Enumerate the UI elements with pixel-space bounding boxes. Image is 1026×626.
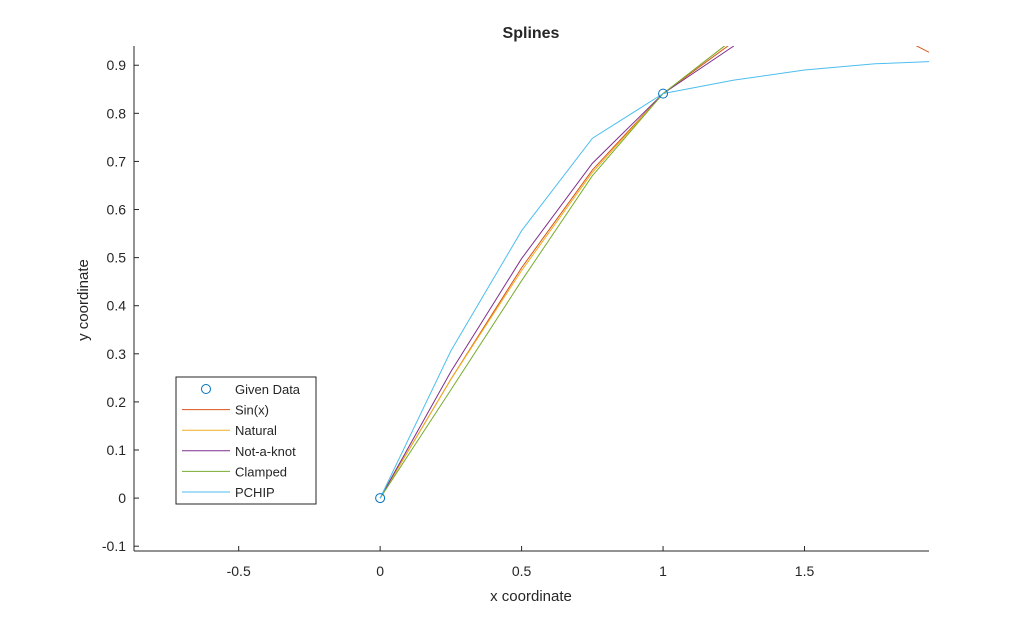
series-line-clamped bbox=[379, 46, 726, 499]
series-layer bbox=[379, 46, 929, 499]
legend-label: Natural bbox=[235, 423, 277, 438]
y-tick-label: 0.8 bbox=[107, 105, 127, 121]
y-tick-label: 0.6 bbox=[107, 202, 127, 218]
y-tick-label: 0.4 bbox=[107, 298, 127, 314]
y-tick-label: 0.5 bbox=[107, 250, 127, 266]
legend-box bbox=[175, 376, 317, 505]
legend-marker-given-data bbox=[201, 384, 211, 394]
x-axis-title: x coordinate bbox=[490, 588, 572, 605]
legend-label: Sin(x) bbox=[235, 403, 269, 418]
legend: Given Data Sin(x) Natural Not-a-knot Clamped… bbox=[175, 376, 317, 505]
legend-label: Given Data bbox=[235, 382, 301, 397]
x-tick-label: 1 bbox=[659, 563, 667, 579]
given-data-point bbox=[375, 493, 386, 504]
y-axis-title: y coordinate bbox=[75, 259, 92, 341]
x-tick-label: 0.5 bbox=[512, 563, 532, 579]
legend-label: Clamped bbox=[235, 464, 287, 479]
y-tick-label: 0 bbox=[118, 490, 126, 506]
x-ticks: -0.5 0 0.5 1 1.5 bbox=[227, 546, 815, 579]
y-tick-label: 0.1 bbox=[107, 442, 127, 458]
x-tick-label: 0 bbox=[376, 563, 384, 579]
y-ticks: -0.1 0 0.1 0.2 0.3 0.4 0.5 0.6 0.7 0.8 0.9 bbox=[102, 57, 139, 554]
legend-label: Not-a-knot bbox=[235, 444, 296, 459]
y-tick-label: 0.3 bbox=[107, 346, 127, 362]
legend-label: PCHIP bbox=[235, 485, 275, 500]
series-line-pchip bbox=[379, 61, 929, 499]
y-tick-label: 0.7 bbox=[107, 153, 127, 169]
y-tick-label: -0.1 bbox=[102, 538, 126, 554]
y-tick-label: 0.9 bbox=[107, 57, 127, 73]
marker-layer bbox=[375, 88, 669, 504]
given-data-point bbox=[658, 88, 669, 99]
y-tick-label: 0.2 bbox=[107, 394, 127, 410]
chart-title: Splines bbox=[503, 25, 560, 42]
x-tick-label: -0.5 bbox=[227, 563, 251, 579]
series-line-not-a-knot bbox=[379, 46, 735, 499]
x-tick-label: 1.5 bbox=[795, 563, 815, 579]
